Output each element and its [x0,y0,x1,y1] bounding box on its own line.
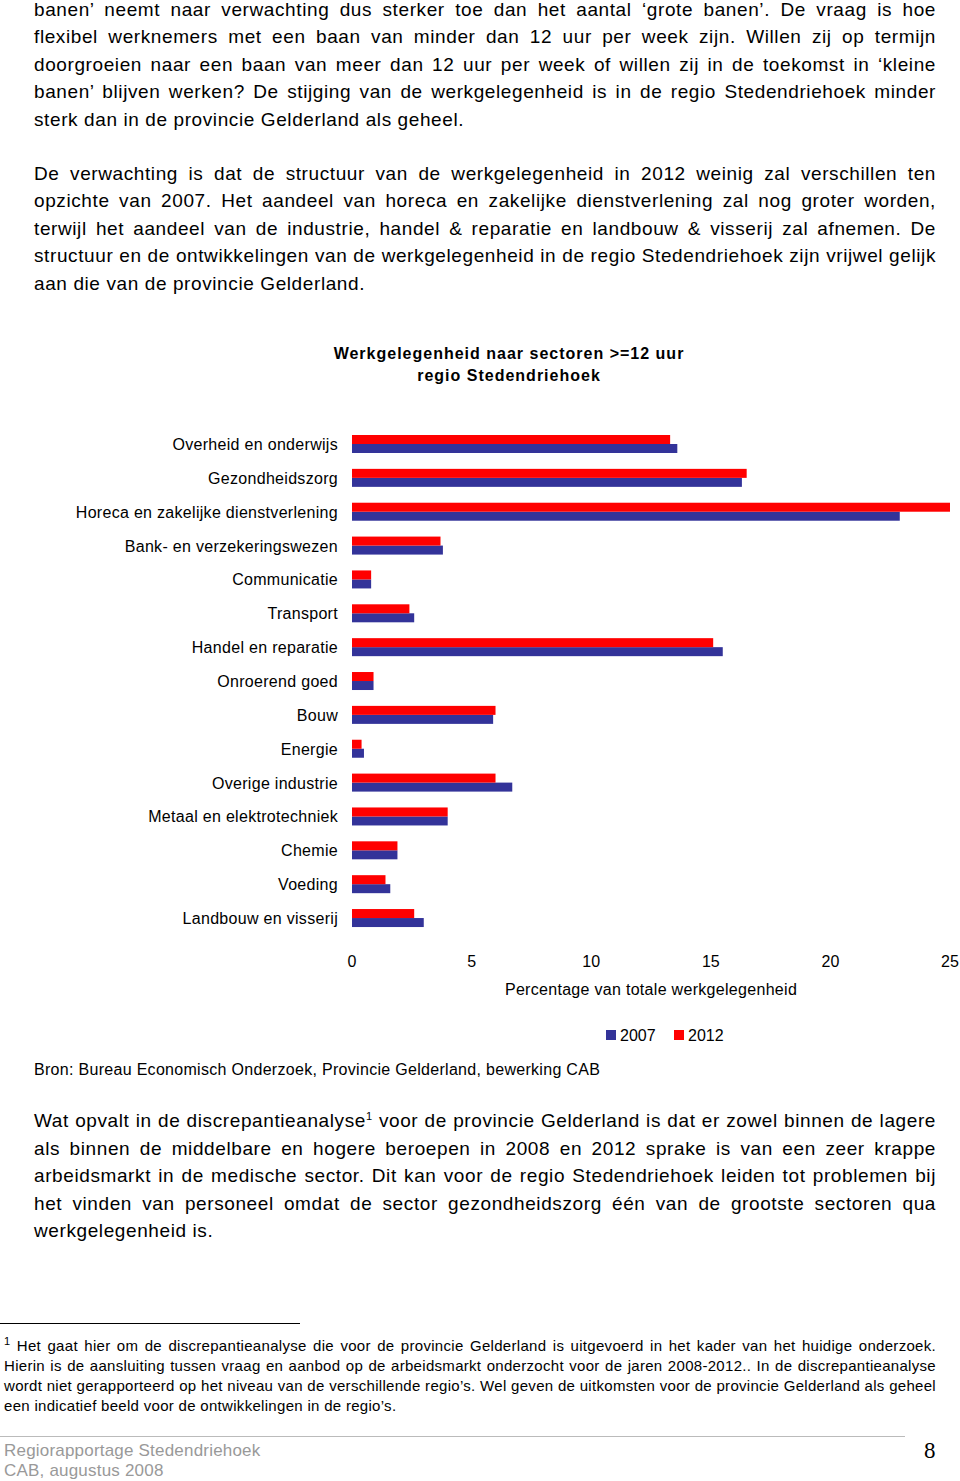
bar [352,512,900,521]
legend-swatch [674,1030,684,1040]
bar [352,469,747,478]
chart-title: Werkgelegenheid naar sectoren >=12 uur [334,345,685,362]
bar [352,546,443,555]
bar [352,435,670,444]
bar [352,638,713,647]
category-label: Overheid en onderwijs [173,436,339,453]
bar [352,706,496,715]
bar [352,647,723,656]
bar [352,816,448,825]
footer-date: CAB, augustus 2008 [4,1461,164,1481]
category-label: Transport [267,605,338,622]
footer-rule [0,1436,905,1437]
footnote: 1 Het gaat hier om de discrepantieanalys… [4,1336,936,1416]
chart: Werkgelegenheid naar sectoren >=12 uur re… [0,0,960,1481]
category-label: Metaal en elektrotechniek [148,808,339,825]
tick-label: 15 [702,953,720,970]
bar [352,613,414,622]
bar [352,783,512,792]
category-label: Gezondheidszorg [208,470,338,487]
tick-label: 5 [467,953,476,970]
category-label: Handel en reparatie [192,639,338,656]
bar [352,681,374,690]
bar [352,909,414,918]
bar [352,740,362,749]
bar [352,884,390,893]
bar [352,875,385,884]
bars [352,435,950,927]
footnote-marker: 1 [4,1335,10,1347]
bar [352,918,424,927]
bar [352,715,493,724]
bar [352,579,371,588]
legend-swatch [606,1030,616,1040]
bar [352,604,409,613]
paragraph: Wat opvalt in de discrepantieanalyse1 vo… [34,1107,936,1245]
bar [352,807,448,816]
category-label: Energie [281,741,338,758]
category-label: Bank- en verzekeringswezen [125,538,338,555]
footnote-text: Het gaat hier om de discrepantieanalyse … [4,1337,936,1414]
category-label: Horeca en zakelijke dienstverlening [76,504,338,521]
legend-label: 2007 [620,1027,656,1044]
category-label: Bouw [297,707,338,724]
axis-title: Percentage van totale werkgelegenheid [505,981,797,998]
tick-label: 0 [348,953,357,970]
tick-label: 10 [582,953,600,970]
bar [352,478,742,487]
page-number: 8 [924,1438,936,1464]
footer-title: Regiorapportage Stedendriehoek [4,1441,260,1461]
bar [352,774,496,783]
footnote-rule [0,1323,300,1324]
source: Bron: Bureau Economisch Onderzoek, Provi… [34,1061,600,1078]
paragraph: De verwachting is dat de structuur van d… [34,160,936,297]
category-label: Landbouw en visserij [183,910,338,927]
category-label: Communicatie [232,571,338,588]
chart-subtitle: regio Stedendriehoek [417,367,601,384]
bar [352,570,371,579]
paragraph: banen’ neemt naar verwachting dus sterke… [34,0,936,133]
tick-label: 25 [941,953,959,970]
bar [352,444,677,453]
bar [352,672,374,681]
category-label: Onroerend goed [217,673,338,690]
footnote-ref: 1 [366,1110,373,1122]
tick-label: 20 [822,953,840,970]
category-label: Overige industrie [212,775,338,792]
bar [352,749,364,758]
legend-label: 2012 [688,1027,724,1044]
bar [352,850,397,859]
category-label: Voeding [278,876,338,893]
bar [352,537,441,546]
bar [352,841,397,850]
text: Wat opvalt in de discrepantieanalyse [34,1110,366,1131]
bar [352,503,950,512]
category-label: Chemie [281,842,338,859]
